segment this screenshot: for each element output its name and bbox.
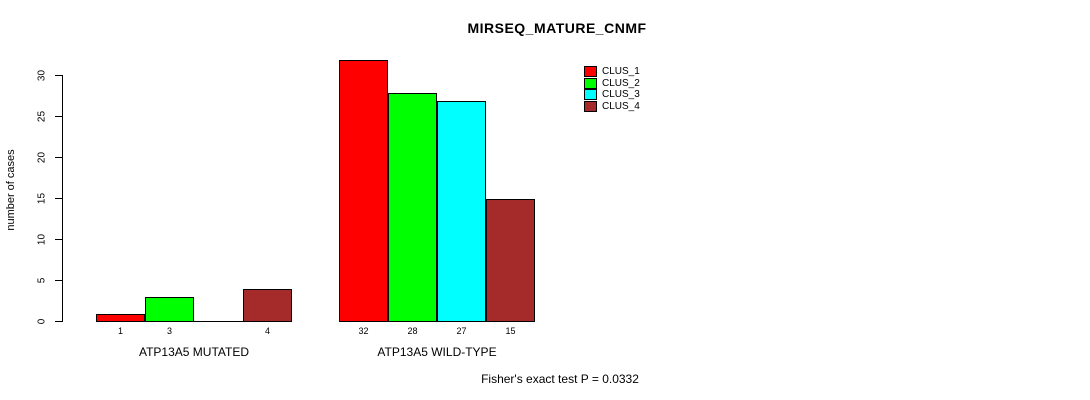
legend-swatch-icon (584, 78, 597, 89)
x-group-label: ATP13A5 WILD-TYPE (377, 345, 497, 359)
legend-item-clus_2: CLUS_2 (584, 78, 640, 89)
bar-clus_2 (145, 297, 194, 322)
bar-value-label: 32 (358, 326, 369, 336)
y-tick (55, 239, 63, 240)
fisher-annotation: Fisher's exact test P = 0.0332 (481, 372, 639, 386)
bar-clus_3 (437, 101, 486, 322)
legend-swatch-icon (584, 89, 597, 100)
legend-swatch-icon (584, 66, 597, 77)
legend-label: CLUS_1 (602, 66, 640, 77)
bar-value-label: 3 (166, 326, 172, 336)
y-tick (55, 321, 63, 322)
y-tick-label: 25 (36, 110, 48, 123)
bar-clus_3-zero (194, 321, 243, 322)
bar-clus_2 (388, 93, 437, 322)
bar-value-label: 1 (117, 326, 123, 336)
legend-item-clus_1: CLUS_1 (584, 66, 640, 77)
y-tick-label: 10 (36, 233, 48, 246)
y-tick-label: 20 (36, 151, 48, 164)
legend-swatch-icon (584, 101, 597, 112)
y-tick-label: 30 (36, 69, 48, 82)
legend-label: CLUS_3 (602, 89, 640, 100)
y-tick (55, 157, 63, 158)
x-group-label: ATP13A5 MUTATED (138, 345, 250, 359)
y-tick-label: 5 (36, 277, 48, 284)
y-axis-label: number of cases (5, 149, 17, 231)
bar-value-label: 27 (456, 326, 467, 336)
bar-value-label: 15 (505, 326, 516, 336)
y-tick (55, 116, 63, 117)
y-tick-label: 15 (36, 192, 48, 205)
bar-clus_1 (96, 314, 145, 322)
legend-item-clus_3: CLUS_3 (584, 89, 640, 100)
bar-clus_4 (243, 289, 292, 322)
y-tick (55, 75, 63, 76)
legend-item-clus_4: CLUS_4 (584, 101, 640, 112)
legend-label: CLUS_2 (602, 78, 640, 89)
legend-label: CLUS_4 (602, 101, 640, 112)
y-tick (55, 198, 63, 199)
bar-clus_1 (339, 60, 388, 322)
bar-clus_4 (486, 199, 535, 322)
bar-value-label: 28 (407, 326, 418, 336)
chart-title: MIRSEQ_MATURE_CNMF (467, 20, 647, 36)
y-tick (55, 280, 63, 281)
y-tick-label: 0 (36, 318, 48, 325)
bar-value-label: 4 (264, 326, 270, 336)
